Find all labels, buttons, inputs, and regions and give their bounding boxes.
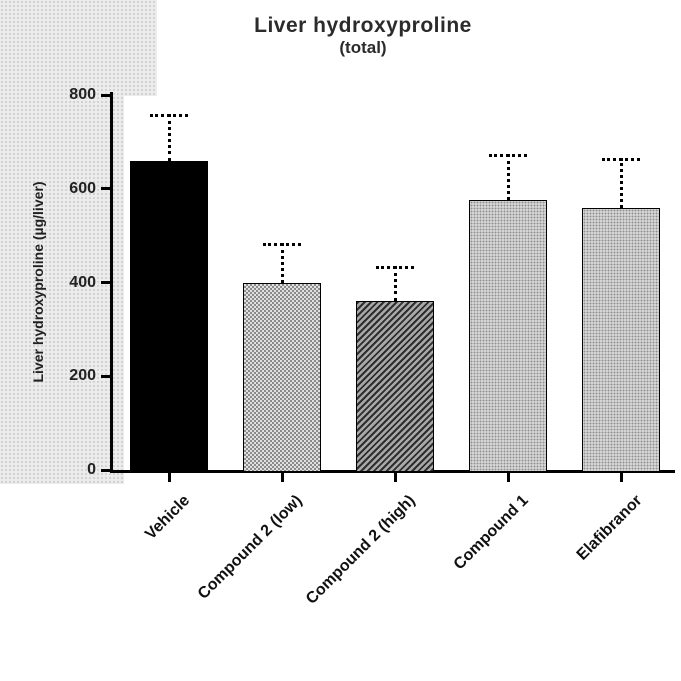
bar-compound-2-low — [243, 282, 321, 472]
error-bar-cap-vehicle — [150, 113, 188, 117]
error-bar-cap-compound-2-low — [263, 242, 301, 246]
x-category-label-text: Compound 2 (low) — [195, 492, 307, 603]
error-bar-line-compound-2-high — [393, 266, 397, 302]
y-tick-label: 600 — [69, 179, 96, 197]
x-category-label-text: Compound 2 (high) — [303, 492, 420, 608]
y-axis-label: Liver hydroxyproline (µg/liver) — [30, 181, 46, 383]
x-tick-mark — [393, 473, 397, 482]
y-tick-label: 800 — [69, 86, 96, 103]
error-bar-line-compound-1 — [506, 153, 510, 201]
bar-elafibranor — [582, 207, 660, 472]
x-tick-mark — [280, 473, 284, 482]
bar-vehicle — [130, 160, 208, 472]
error-bar-cap-compound-2-high — [376, 266, 414, 270]
y-tick-mark — [101, 374, 110, 378]
x-tick-mark — [619, 473, 623, 482]
x-tick-mark — [506, 473, 510, 482]
y-tick-mark — [101, 93, 110, 97]
x-category-label-text: Compound 1 — [450, 492, 533, 574]
error-bar-line-elafibranor — [619, 158, 623, 208]
y-tick-mark — [101, 281, 110, 284]
chart-title-line1: Liver hydroxyproline — [254, 14, 472, 37]
x-category-label-text: Vehicle — [141, 492, 194, 544]
error-bar-line-compound-2-low — [280, 242, 284, 283]
y-tick-label: 200 — [69, 367, 96, 385]
bar-compound-2-high — [356, 301, 434, 472]
y-tick-mark — [101, 468, 110, 472]
y-tick-label: 0 — [87, 461, 96, 478]
y-tick-label: 400 — [69, 273, 96, 291]
x-category-label-text: Elafibranor — [573, 492, 646, 564]
error-bar-cap-elafibranor — [602, 158, 640, 162]
y-tick-mark — [101, 187, 110, 191]
x-tick-mark — [167, 473, 171, 482]
y-axis-line — [110, 92, 113, 473]
chart-title-line2: (total) — [339, 38, 387, 58]
error-bar-line-vehicle — [167, 113, 171, 161]
error-bar-cap-compound-1 — [489, 153, 527, 157]
chart-title: Liver hydroxyproline (total) — [113, 14, 613, 58]
scan-backdrop-left — [0, 0, 124, 484]
bar-compound-1 — [469, 200, 547, 472]
